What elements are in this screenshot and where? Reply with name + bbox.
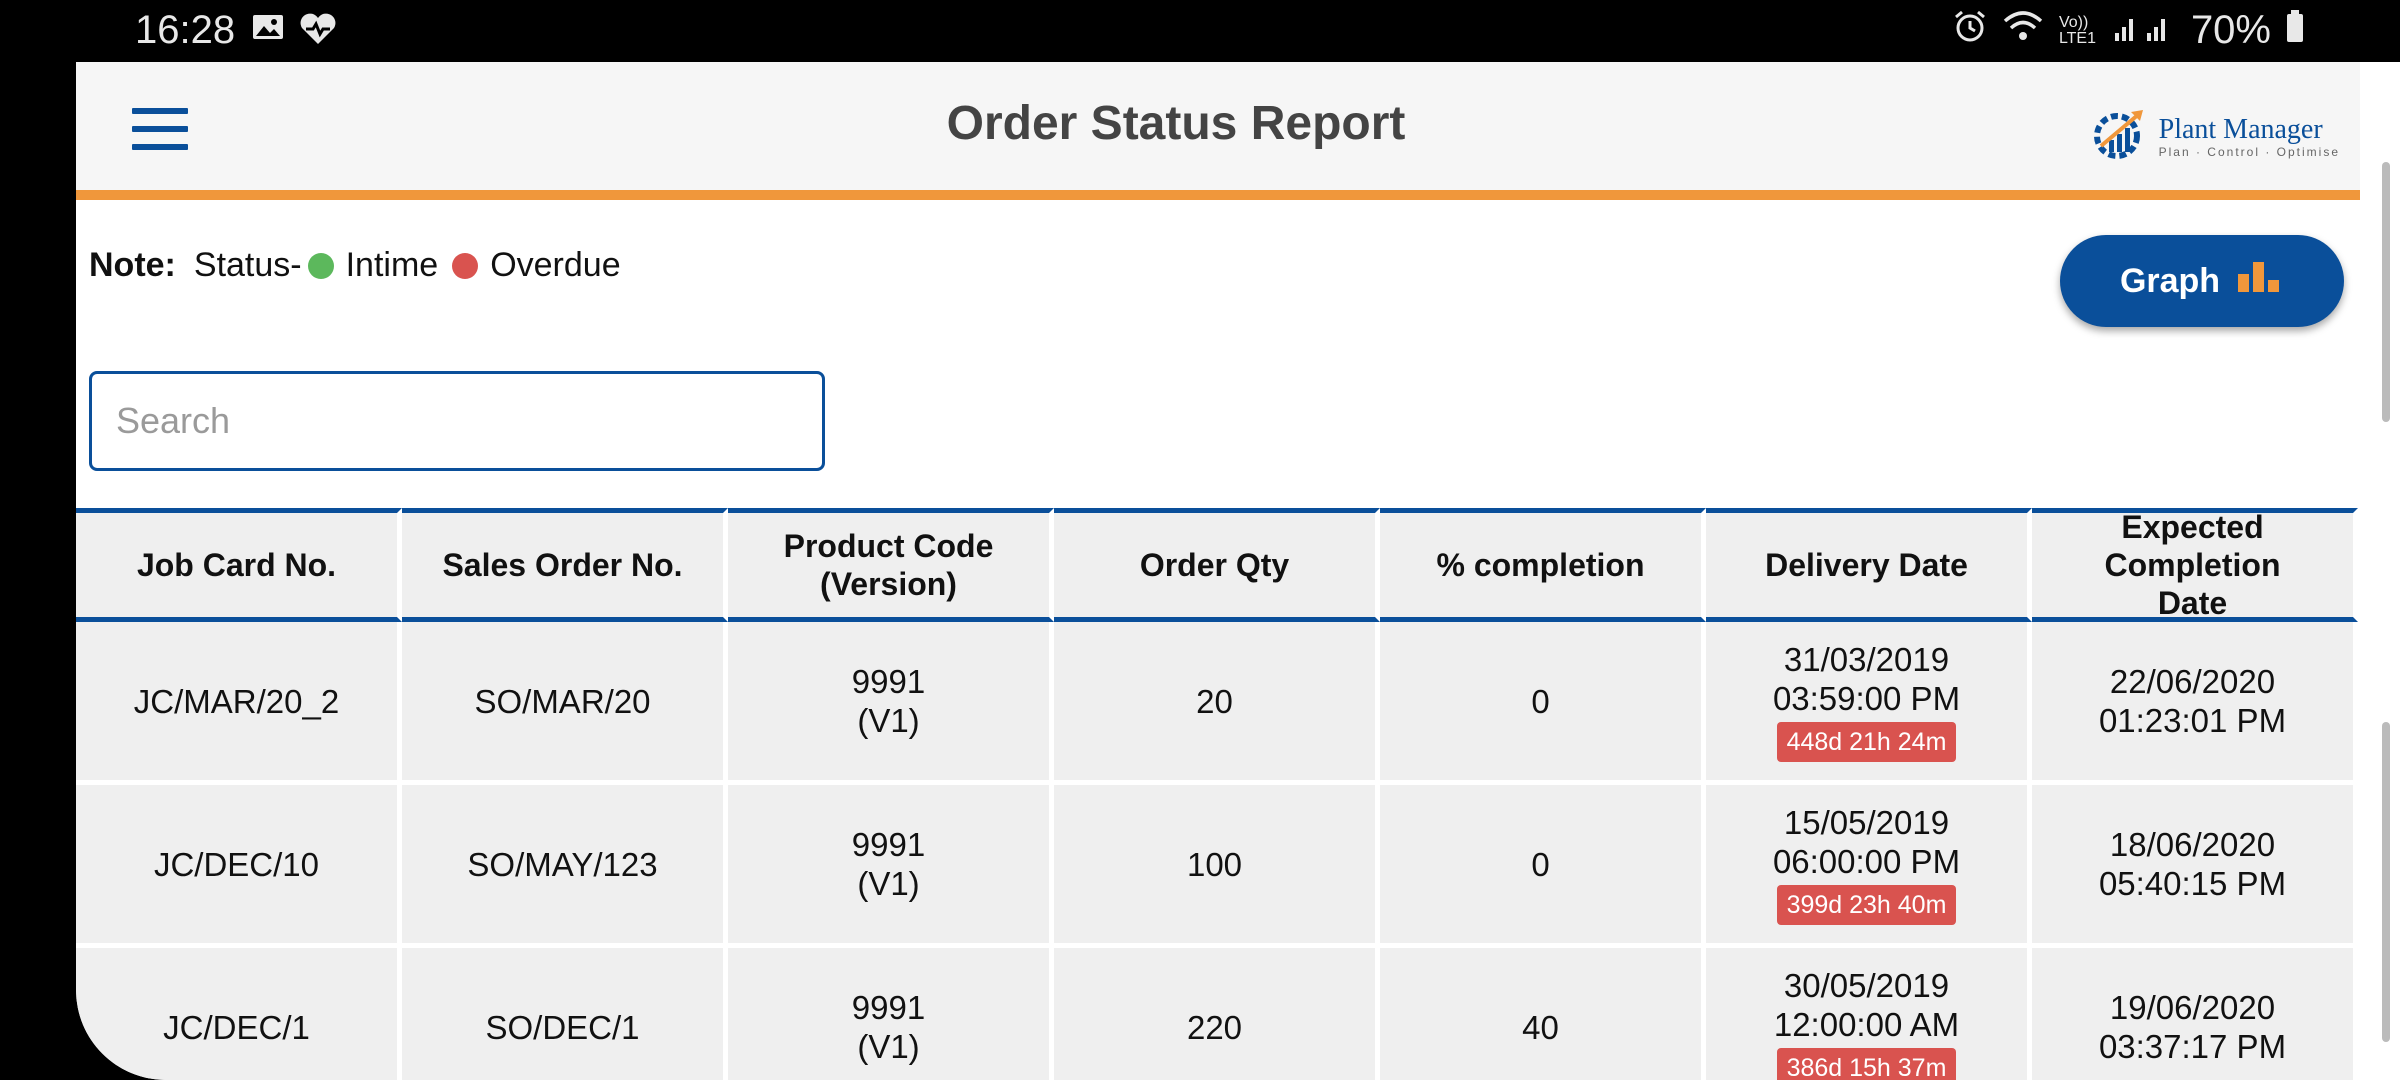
overdue-dot [452,252,479,279]
status-time: 16:28 [135,8,236,52]
scrollbar-thumb[interactable] [2382,162,2390,422]
note-label: Note: [89,246,176,284]
status-right: Vo)) LTE1 70% [1953,8,2305,53]
delivery-date: 31/03/2019 [1783,641,1950,678]
health-icon [298,12,338,51]
search-input[interactable] [89,371,825,471]
expected-date: 19/06/2020 [2109,989,2276,1026]
graph-label: Graph [2119,261,2221,300]
intime-label: Intime [345,246,439,284]
order-qty-cell: 20 [1054,622,1380,785]
expected-completion-cell: 22/06/2020 01:23:01 PM [2032,622,2358,785]
overdue-label: Overdue [490,246,621,284]
plant-manager-logo: Plant Manager Plan · Control · Optimise [2091,106,2340,167]
scrollbar-track[interactable] [2360,62,2400,1080]
hamburger-menu-icon[interactable] [132,108,188,150]
sales-order-cell: SO/MAR/20 [402,622,728,785]
delivery-date: 15/05/2019 [1783,804,1950,841]
expected-date: 18/06/2020 [2109,826,2276,863]
signal-icon [2113,8,2177,53]
table-row[interactable]: JC/MAR/20_2 SO/MAR/20 9991 (V1) 20 0 31/… [76,622,2360,785]
header-job-card[interactable]: Job Card No. [76,508,402,622]
completion-cell: 40 [1380,948,1706,1080]
status-legend: Note: Status- Intime Overdue [89,246,621,285]
intime-dot [307,252,334,279]
sales-order-cell: SO/DEC/1 [402,948,728,1080]
header-product-code[interactable]: Product Code (Version) [728,508,1054,622]
job-card-cell: JC/DEC/1 [76,948,402,1080]
bar-chart-icon [2238,261,2284,301]
header-completion[interactable]: % completion [1380,508,1706,622]
header-order-qty[interactable]: Order Qty [1054,508,1380,622]
gallery-icon [252,12,284,47]
delivery-date-cell: 15/05/2019 06:00:00 PM 399d 23h 40m [1706,785,2032,948]
product-version: (V1) [857,702,920,739]
delivery-date-cell: 30/05/2019 12:00:00 AM 386d 15h 37m [1706,948,2032,1080]
logo-tagline: Plan · Control · Optimise [2158,144,2340,159]
gear-chart-icon [2091,106,2149,167]
header-delivery-date[interactable]: Delivery Date [1706,508,2032,622]
product-code-cell: 9991 (V1) [728,785,1054,948]
app-window: Order Status Report Plant Manager Plan ·… [76,62,2360,1080]
orders-table: Job Card No. Sales Order No. Product Cod… [76,508,2360,1080]
completion-cell: 0 [1380,785,1706,948]
job-card-cell: JC/MAR/20_2 [76,622,402,785]
expected-time: 03:37:17 PM [2098,1028,2287,1065]
expected-completion-cell: 19/06/2020 03:37:17 PM [2032,948,2358,1080]
expected-time: 05:40:15 PM [2098,865,2287,902]
scrollbar-thumb-secondary[interactable] [2382,722,2390,1042]
expected-time: 01:23:01 PM [2098,702,2287,739]
expected-completion-cell: 18/06/2020 05:40:15 PM [2032,785,2358,948]
expected-date: 22/06/2020 [2109,663,2276,700]
app-bar: Order Status Report Plant Manager Plan ·… [76,62,2360,200]
overdue-badge: 448d 21h 24m [1776,722,1957,762]
order-qty-cell: 100 [1054,785,1380,948]
header-expected-completion[interactable]: Expected Completion Date [2032,508,2358,622]
table-header: Job Card No. Sales Order No. Product Cod… [76,508,2360,622]
delivery-time: 12:00:00 AM [1773,1006,1960,1043]
overdue-badge: 386d 15h 37m [1776,1048,1957,1080]
battery-icon [2285,8,2305,53]
product-version: (V1) [857,1028,920,1065]
page-title: Order Status Report [946,97,1406,150]
job-card-cell: JC/DEC/10 [76,785,402,948]
lte-label: Vo)) LTE1 [2058,13,2096,47]
alarm-icon [1953,8,1987,53]
delivery-date: 30/05/2019 [1783,967,1950,1004]
table-row[interactable]: JC/DEC/1 SO/DEC/1 9991 (V1) 220 40 30/05… [76,948,2360,1080]
delivery-date-cell: 31/03/2019 03:59:00 PM 448d 21h 24m [1706,622,2032,785]
product-code-cell: 9991 (V1) [728,948,1054,1080]
completion-cell: 0 [1380,622,1706,785]
delivery-time: 03:59:00 PM [1772,680,1961,717]
product-code: 9991 [851,989,926,1026]
table-row[interactable]: JC/DEC/10 SO/MAY/123 9991 (V1) 100 0 15/… [76,785,2360,948]
header-sales-order[interactable]: Sales Order No. [402,508,728,622]
wifi-icon [2001,8,2045,53]
product-code: 9991 [851,663,926,700]
delivery-time: 06:00:00 PM [1772,843,1961,880]
sales-order-cell: SO/MAY/123 [402,785,728,948]
overdue-badge: 399d 23h 40m [1776,885,1957,925]
product-code-cell: 9991 (V1) [728,622,1054,785]
battery-percent: 70% [2190,8,2271,52]
status-bar: 16:28 Vo)) LTE1 70% [0,0,2400,62]
graph-button[interactable]: Graph [2060,235,2344,327]
status-prefix: Status- [193,246,302,284]
product-code: 9991 [851,826,926,863]
product-version: (V1) [857,865,920,902]
order-qty-cell: 220 [1054,948,1380,1080]
logo-name: Plant Manager [2158,113,2323,145]
